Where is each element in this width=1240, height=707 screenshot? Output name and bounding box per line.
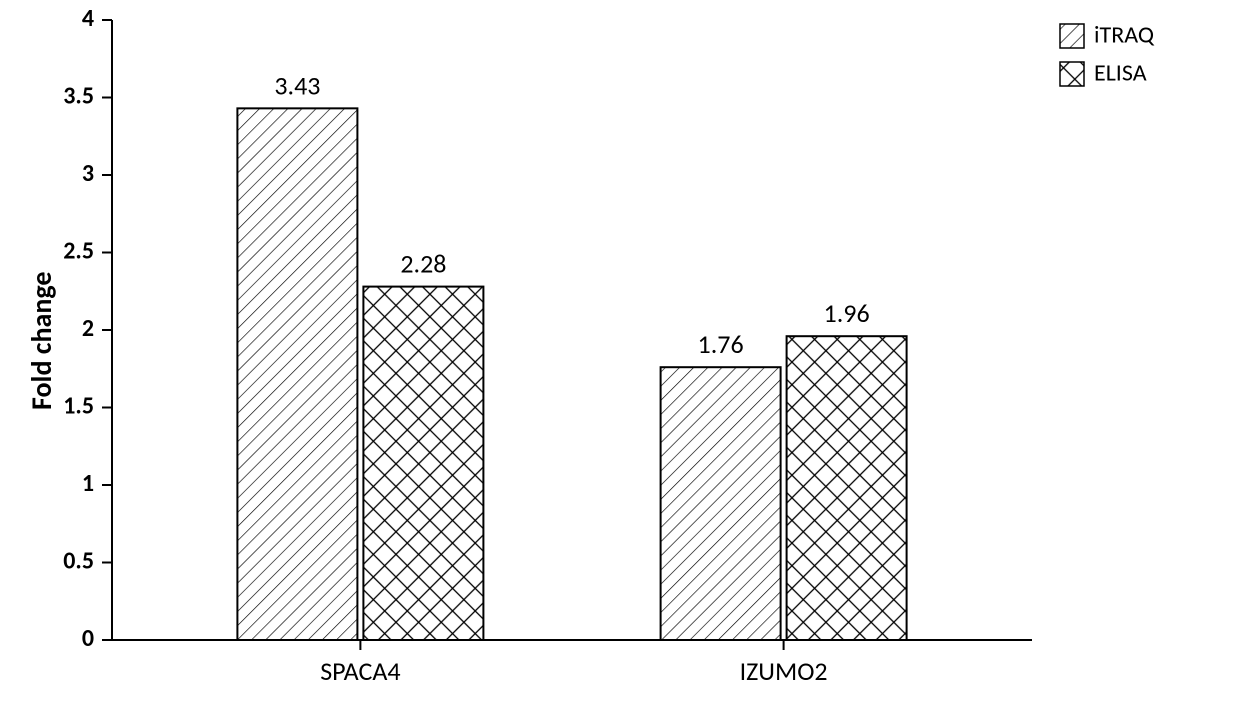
y-axis-title: Fold change (24, 272, 59, 410)
x-tick-label: SPACA4 (320, 655, 400, 687)
x-tick-label: IZUMO2 (740, 655, 828, 687)
y-tick-label: 4 (82, 4, 94, 33)
bar-value-label: 1.96 (824, 297, 870, 329)
bar-value-label: 3.43 (274, 69, 320, 101)
bar (787, 336, 907, 640)
legend-label: ELISA (1094, 59, 1147, 88)
bar-value-label: 2.28 (400, 248, 446, 280)
legend-swatch (1060, 62, 1084, 86)
y-tick-label: 0 (82, 624, 94, 653)
y-tick-label: 3.5 (63, 81, 94, 110)
fold-change-chart: 0 0.5 1 1.5 2 2.5 3 3.5 4 SPACA4 3.43 2.28 IZUMO2 1.7… (0, 0, 1240, 707)
bar-value-label: 1.76 (698, 328, 744, 360)
legend-label: iTRAQ (1094, 21, 1155, 50)
y-tick-label: 2.5 (63, 236, 94, 265)
legend-swatch (1060, 24, 1084, 48)
y-tick-label: 2 (82, 314, 94, 343)
y-tick-label: 1.5 (63, 391, 94, 420)
bar (363, 287, 483, 640)
bar (237, 108, 357, 640)
y-tick-label: 1 (82, 469, 94, 498)
y-tick-label: 3 (82, 159, 94, 188)
bar (661, 367, 781, 640)
y-tick-label: 0.5 (63, 546, 94, 575)
